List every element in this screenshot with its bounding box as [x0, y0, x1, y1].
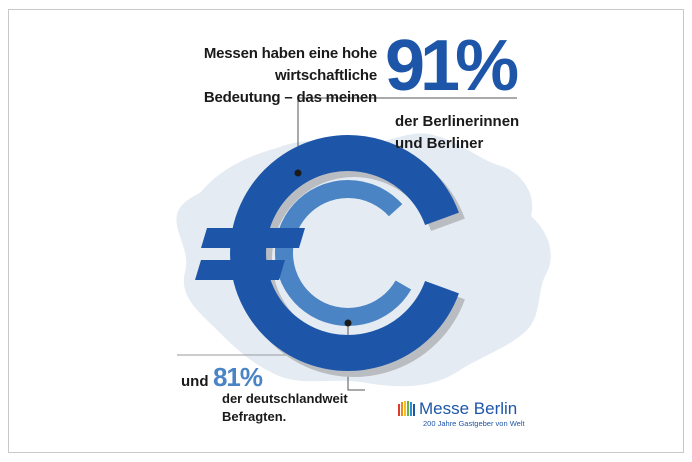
euro-inner-ring-81 — [275, 179, 412, 326]
headline: Messen haben eine hohe wirtschaftliche B… — [177, 43, 377, 109]
headline-line: Bedeutung – das meinen — [203, 89, 377, 106]
euro-outer-ring-91 — [230, 135, 459, 371]
secondary-stat: und 81% — [181, 362, 263, 393]
primary-label-line: der Berlinerinnen — [395, 113, 520, 130]
messe-berlin-logo-icon — [398, 401, 415, 416]
secondary-label-line: der deutschlandweit — [222, 391, 348, 406]
infographic-artwork — [176, 97, 551, 391]
secondary-percentage: 81% — [212, 362, 263, 392]
primary-percentage: 91% — [385, 26, 519, 106]
secondary-label-line: Befragten. — [222, 409, 287, 424]
leader-dot-secondary — [344, 319, 352, 327]
primary-label-line: und Berliner — [395, 135, 484, 152]
brand-name: Messe Berlin — [419, 399, 518, 418]
brand-tagline: 200 Jahre Gastgeber von Welt — [423, 419, 525, 428]
euro-bar-lower — [195, 260, 285, 280]
infographic-frame: Messen haben eine hohe wirtschaftliche B… — [8, 9, 684, 453]
primary-label: der Berlinerinnen und Berliner — [395, 111, 555, 155]
euro-bar-upper — [201, 228, 305, 248]
headline-line: Messen haben eine hohe — [203, 45, 377, 62]
headline-line: wirtschaftliche — [274, 67, 377, 84]
leader-dot-primary — [294, 169, 302, 177]
secondary-label: der deutschlandweit Befragten. — [222, 390, 382, 426]
secondary-prefix: und — [181, 373, 209, 390]
